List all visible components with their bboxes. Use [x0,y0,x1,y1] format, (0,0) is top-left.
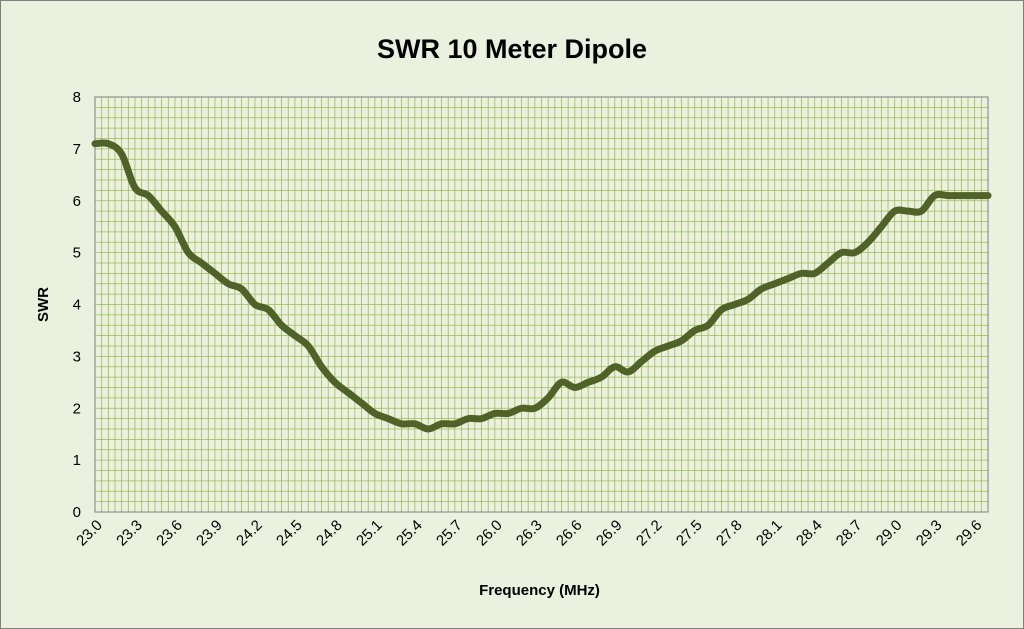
x-tick-label: 26.9 [593,517,626,550]
x-tick-label: 28.7 [833,517,866,550]
y-tick-label: 8 [73,89,81,106]
y-tick-label: 6 [73,193,81,210]
y-tick-label: 7 [73,141,81,158]
x-axis-tick-labels: 23.0 23.3 23.6 23.9 24.2 24.5 24.8 25.1 25.4 25.7… [73,517,985,550]
x-axis-title: Frequency (MHz) [479,582,600,599]
x-tick-label: 29.3 [913,517,946,550]
x-tick-label: 27.8 [713,517,746,550]
x-tick-label: 27.2 [633,517,666,550]
x-tick-label: 23.9 [193,517,226,550]
x-tick-label: 27.5 [673,517,706,550]
x-tick-label: 24.5 [273,517,306,550]
y-tick-label: 2 [73,400,81,417]
y-tick-label: 3 [73,348,81,365]
x-tick-label: 23.0 [73,517,106,550]
x-tick-label: 29.6 [953,517,986,550]
x-tick-label: 23.3 [113,517,146,550]
y-axis-title: SWR [35,287,52,322]
x-tick-label: 23.6 [153,517,186,550]
y-tick-label: 4 [73,297,81,314]
x-tick-label: 26.0 [473,517,506,550]
chart-title: SWR 10 Meter Dipole [377,34,647,64]
x-tick-label: 25.1 [353,517,386,550]
x-tick-label: 24.8 [313,517,346,550]
y-tick-label: 1 [73,452,81,469]
x-tick-label: 28.4 [793,517,826,550]
y-axis-tick-labels: 0 1 2 3 4 5 6 7 8 [73,89,81,521]
y-tick-label: 5 [73,245,81,262]
x-tick-label: 24.2 [233,517,266,550]
plot-area-border [94,96,989,513]
swr-series-line [91,139,992,433]
x-tick-label: 26.6 [553,517,586,550]
gridlines [94,96,989,513]
x-tick-label: 26.3 [513,517,546,550]
x-tick-label: 29.0 [873,517,906,550]
y-tick-label: 0 [73,504,81,521]
x-tick-label: 28.1 [753,517,786,550]
x-tick-label: 25.4 [393,517,426,550]
x-tick-label: 25.7 [433,517,466,550]
